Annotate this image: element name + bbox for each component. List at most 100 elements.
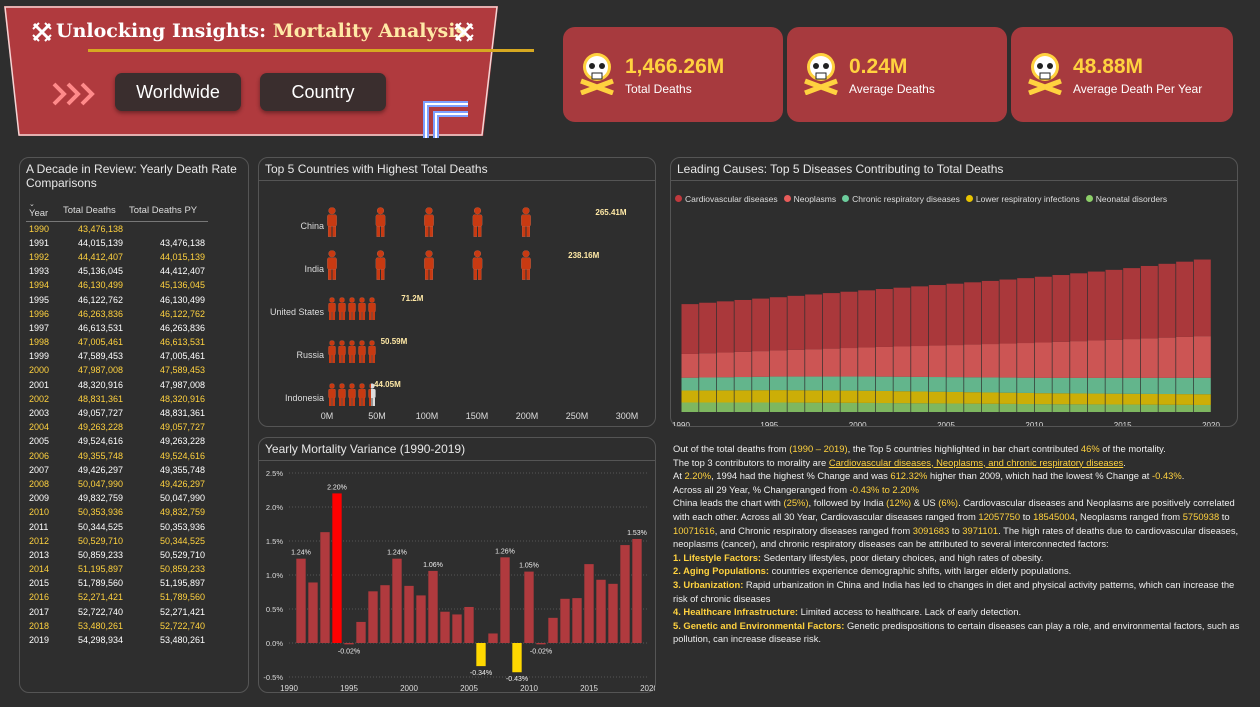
table-row[interactable]: 2016 52,271,421 51,789,560 xyxy=(26,590,208,604)
bar[interactable] xyxy=(380,585,390,643)
stacked-column[interactable] xyxy=(946,283,964,412)
table-row[interactable]: 2005 49,524,616 49,263,228 xyxy=(26,434,208,448)
bar[interactable] xyxy=(320,532,330,643)
bar[interactable] xyxy=(488,633,498,643)
table-row[interactable]: 2017 52,722,740 52,271,421 xyxy=(26,605,208,619)
legend-item[interactable]: Lower respiratory infections xyxy=(965,194,1080,204)
table-row[interactable]: 1999 47,589,453 47,005,461 xyxy=(26,349,208,363)
bar[interactable] xyxy=(632,538,642,643)
stacked-column[interactable] xyxy=(1158,263,1176,412)
stacked-column[interactable] xyxy=(981,280,999,412)
bar[interactable] xyxy=(464,606,474,643)
stacked-column[interactable] xyxy=(893,287,911,412)
stacked-column[interactable] xyxy=(716,301,734,412)
table-row[interactable]: 1995 46,122,762 46,130,499 xyxy=(26,292,208,306)
stacked-column[interactable] xyxy=(752,298,770,412)
bar[interactable] xyxy=(536,643,546,645)
table-row[interactable]: 2008 50,047,990 49,426,297 xyxy=(26,477,208,491)
stacked-column[interactable] xyxy=(681,304,699,412)
bar[interactable] xyxy=(560,598,570,643)
stacked-column[interactable] xyxy=(911,286,929,412)
bar[interactable] xyxy=(512,643,522,673)
bar[interactable] xyxy=(404,585,414,643)
stacked-column[interactable] xyxy=(858,290,876,412)
bar[interactable] xyxy=(392,558,402,643)
table-row[interactable]: 2019 54,298,934 53,480,261 xyxy=(26,633,208,647)
stacked-column[interactable] xyxy=(1123,268,1141,412)
stacked-column[interactable] xyxy=(1034,276,1052,412)
stacked-column[interactable] xyxy=(840,291,858,412)
table-row[interactable]: 2001 48,320,916 47,987,008 xyxy=(26,378,208,392)
bar[interactable] xyxy=(572,598,582,643)
table-row[interactable]: 1998 47,005,461 46,613,531 xyxy=(26,335,208,349)
worldwide-button[interactable]: Worldwide xyxy=(115,73,241,111)
country-button[interactable]: Country xyxy=(260,73,386,111)
table-row[interactable]: 1994 46,130,499 45,136,045 xyxy=(26,278,208,292)
bar[interactable] xyxy=(500,557,510,643)
legend-item[interactable]: Chronic respiratory diseases xyxy=(842,194,960,204)
stacked-column[interactable] xyxy=(805,294,823,412)
bar-indonesia[interactable] xyxy=(328,383,376,406)
stacked-column[interactable] xyxy=(1017,278,1035,412)
legend-item[interactable]: Cardiovascular diseases xyxy=(675,194,778,204)
table-row[interactable]: 1991 44,015,139 43,476,138 xyxy=(26,236,208,250)
stacked-column[interactable] xyxy=(1193,259,1211,412)
stacked-column[interactable] xyxy=(875,289,893,412)
table-row[interactable]: 1993 45,136,045 44,412,407 xyxy=(26,264,208,278)
stacked-column[interactable] xyxy=(928,285,946,412)
highlighted-link[interactable]: Cardiovascular diseases, Neoplasms, and … xyxy=(828,456,1124,468)
bar[interactable] xyxy=(296,558,306,643)
bar[interactable] xyxy=(356,621,366,643)
column-header-total-deaths[interactable]: Total Deaths xyxy=(60,200,126,222)
table-row[interactable]: 2014 51,195,897 50,859,233 xyxy=(26,562,208,576)
stacked-column[interactable] xyxy=(1176,261,1194,412)
bar-united-states[interactable] xyxy=(328,297,376,320)
bar[interactable] xyxy=(548,617,558,643)
table-row[interactable]: 2000 47,987,008 47,589,453 xyxy=(26,363,208,377)
stacked-column[interactable] xyxy=(769,297,787,412)
legend-item[interactable]: Neoplasms xyxy=(783,194,836,204)
bar[interactable] xyxy=(596,579,606,643)
table-row[interactable]: 1992 44,412,407 44,015,139 xyxy=(26,250,208,264)
bar[interactable] xyxy=(620,545,630,643)
stacked-column[interactable] xyxy=(822,293,840,412)
table-row[interactable]: 2011 50,344,525 50,353,936 xyxy=(26,519,208,533)
bar[interactable] xyxy=(476,643,486,667)
bar[interactable] xyxy=(440,611,450,643)
table-row[interactable]: 1997 46,613,531 46,263,836 xyxy=(26,321,208,335)
stacked-column[interactable] xyxy=(787,295,805,412)
bar[interactable] xyxy=(308,582,318,643)
bar[interactable] xyxy=(608,583,618,643)
bar[interactable] xyxy=(524,571,534,643)
bar[interactable] xyxy=(416,595,426,643)
bar[interactable] xyxy=(332,493,342,643)
table-row[interactable]: 2015 51,789,560 51,195,897 xyxy=(26,576,208,590)
stacked-column[interactable] xyxy=(699,302,717,412)
table-row[interactable]: 2012 50,529,710 50,344,525 xyxy=(26,534,208,548)
stacked-column[interactable] xyxy=(1052,275,1070,412)
table-row[interactable]: 2010 50,353,936 49,832,759 xyxy=(26,505,208,519)
table-row[interactable]: 2009 49,832,759 50,047,990 xyxy=(26,491,208,505)
bar-india[interactable] xyxy=(327,250,531,280)
bar[interactable] xyxy=(368,591,378,643)
stacked-column[interactable] xyxy=(1140,265,1158,412)
bar-russia[interactable] xyxy=(328,340,376,363)
table-row[interactable]: 2018 53,480,261 52,722,740 xyxy=(26,619,208,633)
column-header-total-deaths-py[interactable]: Total Deaths PY xyxy=(126,200,208,222)
stacked-column[interactable] xyxy=(1087,271,1105,412)
table-row[interactable]: 2006 49,355,748 49,524,616 xyxy=(26,449,208,463)
stacked-column[interactable] xyxy=(1070,273,1088,412)
bar[interactable] xyxy=(452,614,462,643)
stacked-column[interactable] xyxy=(1105,269,1123,412)
stacked-column[interactable] xyxy=(999,279,1017,412)
column-header-year[interactable]: ⌄ Year xyxy=(26,200,60,222)
bar[interactable] xyxy=(428,570,438,643)
table-row[interactable]: 1996 46,263,836 46,122,762 xyxy=(26,307,208,321)
table-row[interactable]: 2007 49,426,297 49,355,748 xyxy=(26,463,208,477)
stacked-column[interactable] xyxy=(964,282,982,412)
bar[interactable] xyxy=(344,643,354,645)
table-row[interactable]: 2004 49,263,228 49,057,727 xyxy=(26,420,208,434)
table-row[interactable]: 1990 43,476,138 xyxy=(26,222,208,236)
bar-china[interactable] xyxy=(327,207,531,237)
legend-item[interactable]: Neonatal disorders xyxy=(1085,194,1167,204)
